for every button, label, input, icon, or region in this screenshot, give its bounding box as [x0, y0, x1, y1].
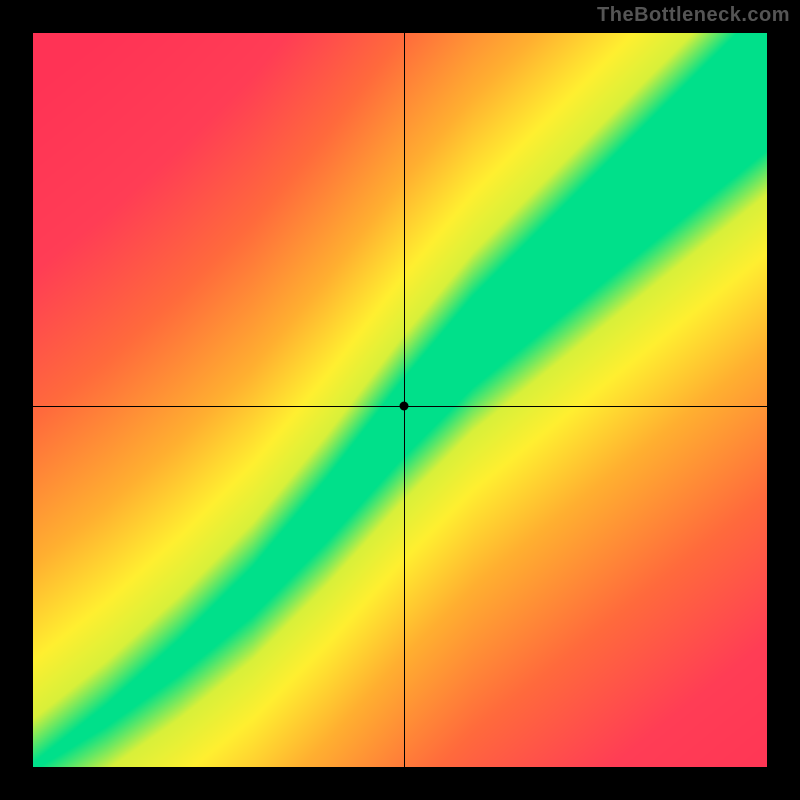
watermark-text: TheBottleneck.com [597, 4, 790, 27]
crosshair-vertical [404, 33, 405, 767]
chart-container: TheBottleneck.com [0, 0, 800, 800]
crosshair-marker [400, 401, 409, 410]
heatmap-canvas [33, 33, 767, 767]
plot-area [33, 33, 767, 767]
